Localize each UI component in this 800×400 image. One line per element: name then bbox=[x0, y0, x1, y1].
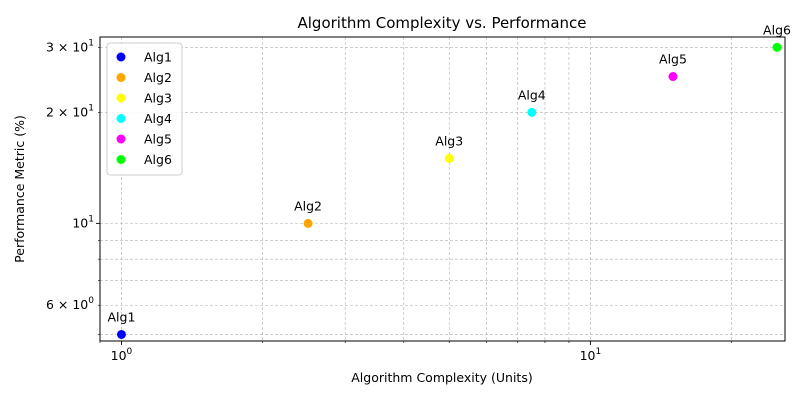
point-label-alg5: Alg5 bbox=[659, 52, 687, 67]
point-label-alg1: Alg1 bbox=[107, 309, 135, 324]
legend-marker-alg1 bbox=[116, 52, 126, 62]
legend-label-alg6: Alg6 bbox=[144, 152, 172, 167]
y-tick-label: 6 × 100 bbox=[46, 296, 94, 312]
y-axis-label: Performance Metric (%) bbox=[12, 115, 27, 263]
data-point-alg5 bbox=[668, 72, 678, 82]
legend-box bbox=[106, 42, 183, 176]
legend-label-alg4: Alg4 bbox=[144, 111, 172, 126]
point-label-alg2: Alg2 bbox=[294, 198, 322, 213]
data-point-alg1 bbox=[116, 329, 126, 339]
legend-label-alg2: Alg2 bbox=[144, 70, 172, 85]
data-points bbox=[116, 42, 782, 339]
legend-label-alg3: Alg3 bbox=[144, 91, 172, 106]
grid-lines bbox=[99, 37, 785, 341]
point-label-alg6: Alg6 bbox=[763, 22, 791, 37]
point-labels: Alg1 Alg2 Alg3 Alg4 Alg5 Alg6 bbox=[107, 22, 791, 324]
legend-label-alg5: Alg5 bbox=[144, 132, 172, 147]
chart-title: Algorithm Complexity vs. Performance bbox=[298, 14, 587, 32]
data-point-alg4 bbox=[527, 107, 537, 117]
point-label-alg3: Alg3 bbox=[435, 133, 463, 148]
data-point-alg6 bbox=[772, 42, 782, 52]
legend-label-alg1: Alg1 bbox=[144, 50, 172, 65]
plot-frame bbox=[99, 36, 786, 342]
data-point-alg3 bbox=[444, 153, 454, 163]
legend-marker-alg4 bbox=[116, 114, 126, 123]
legend-marker-alg2 bbox=[116, 73, 126, 82]
legend-marker-alg6 bbox=[116, 155, 126, 164]
y-tick-label: 3 × 101 bbox=[46, 38, 94, 54]
data-point-alg2 bbox=[303, 218, 313, 228]
y-tick-label: 2 × 101 bbox=[46, 103, 94, 119]
legend-marker-alg3 bbox=[116, 93, 126, 103]
point-label-alg4: Alg4 bbox=[518, 87, 546, 102]
legend-marker-alg5 bbox=[116, 134, 126, 144]
legend: Alg1 Alg2 Alg3 Alg4 Alg5 Alg6 bbox=[106, 42, 183, 176]
x-axis-label: Algorithm Complexity (Units) bbox=[351, 370, 532, 385]
